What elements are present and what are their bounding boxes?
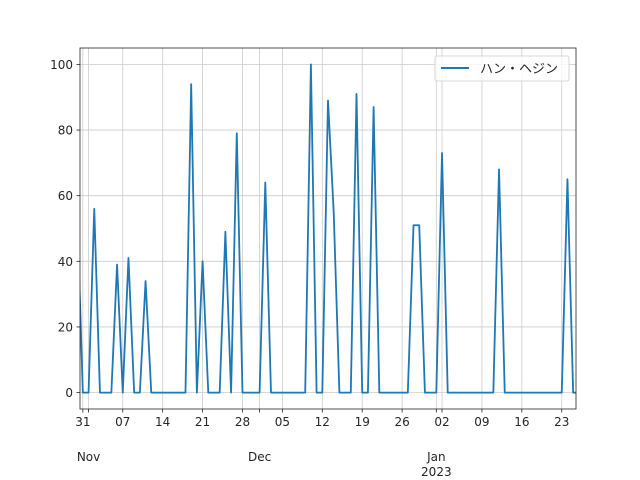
x-minor-tick-label: 02 [434, 415, 449, 429]
plot-frame [79, 47, 577, 410]
x-minor-tick-label: 23 [554, 415, 569, 429]
x-minor-tick-label: 12 [315, 415, 330, 429]
series-layer [80, 63, 576, 394]
series-line-0 [80, 63, 576, 394]
x-minor-tick-label: 21 [195, 415, 210, 429]
legend-label: ハン・ヘジン [480, 62, 558, 77]
x-minor-tick-label: 26 [394, 415, 409, 429]
x-major-tick-label: Dec [248, 450, 271, 464]
y-tick-label: 80 [58, 124, 73, 138]
x-major-tick-label: Jan [426, 450, 446, 464]
x-minor-tick-label: 28 [235, 415, 250, 429]
x-minor-tick-label: 05 [275, 415, 290, 429]
x-major-tick-label: Nov [77, 450, 100, 464]
y-tick-label: 60 [58, 189, 73, 203]
y-tick-label: 0 [65, 386, 73, 400]
y-tick-label: 20 [58, 320, 73, 334]
legend: ハン・ヘジン [434, 55, 570, 82]
x-minor-tick-label: 31 [75, 415, 90, 429]
x-year-label: 2023 [421, 465, 452, 479]
grid-lines [80, 48, 576, 409]
y-tick-label: 100 [50, 58, 73, 72]
x-minor-tick-label: 09 [474, 415, 489, 429]
x-minor-tick-label: 07 [115, 415, 130, 429]
x-minor-tick-label: 19 [355, 415, 370, 429]
legend-box [434, 55, 570, 82]
y-axis: 0 20 40 60 80 100 [50, 58, 80, 400]
x-minor-tick-label: 14 [155, 415, 170, 429]
y-tick-label: 40 [58, 255, 73, 269]
x-minor-tick-label: 16 [514, 415, 529, 429]
